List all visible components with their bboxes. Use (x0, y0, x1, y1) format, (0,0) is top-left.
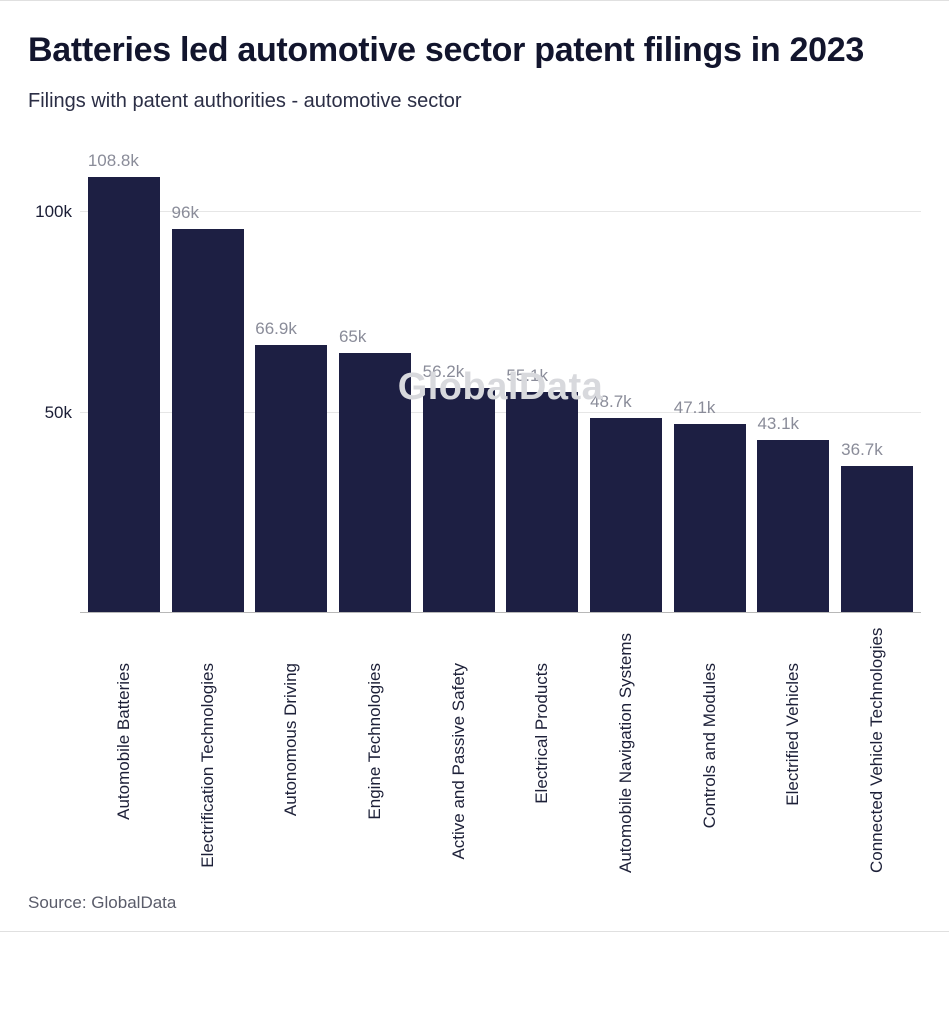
bar-column: 43.1k (757, 153, 831, 613)
y-axis: 50k 100k (28, 153, 80, 613)
bar-column: 96k (171, 153, 245, 613)
x-label-column: Controls and Modules (673, 653, 747, 863)
bar-column: 48.7k (589, 153, 663, 613)
bar (674, 424, 746, 612)
x-axis-label: Engine Technologies (365, 663, 385, 873)
x-axis-label: Electrification Technologies (198, 663, 218, 873)
x-label-column: Active and Passive Safety (422, 653, 496, 863)
bar-column: 66.9k (254, 153, 328, 613)
x-label-column: Electrical Products (506, 653, 580, 863)
bar-value-label: 96k (172, 203, 199, 223)
bar-value-label: 36.7k (841, 440, 883, 460)
bar (423, 388, 495, 613)
x-label-column: Autonomous Driving (254, 653, 328, 863)
bar (339, 353, 411, 613)
x-label-column: Electrified Vehicles (757, 653, 831, 863)
bar-column: 47.1k (673, 153, 747, 613)
x-label-column: Connected Vehicle Technologies (840, 653, 914, 863)
bar-column: 55.1k (506, 153, 580, 613)
x-label-column: Automobile Batteries (87, 653, 161, 863)
bar-value-label: 108.8k (88, 151, 139, 171)
bar-column: 108.8k (87, 153, 161, 613)
x-axis-baseline (80, 612, 921, 613)
bar-value-label: 47.1k (674, 398, 716, 418)
y-tick-100: 100k (35, 202, 72, 222)
x-axis-label: Autonomous Driving (281, 663, 301, 873)
bar-value-label: 48.7k (590, 392, 632, 412)
bar (841, 466, 913, 613)
x-axis-label: Electrified Vehicles (783, 663, 803, 873)
x-axis-labels: Automobile BatteriesElectrification Tech… (80, 653, 921, 863)
plot-area: 50k 100k GlobalData 108.8k96k66.9k65k56.… (80, 153, 921, 613)
bar-value-label: 43.1k (757, 414, 799, 434)
x-axis-label: Controls and Modules (700, 663, 720, 873)
x-axis-label: Connected Vehicle Technologies (867, 663, 887, 873)
chart-title: Batteries led automotive sector patent f… (28, 29, 921, 72)
y-tick-50: 50k (45, 403, 72, 423)
bar (255, 345, 327, 613)
bar-value-label: 66.9k (255, 319, 297, 339)
bar (172, 229, 244, 613)
bar-value-label: 55.1k (506, 366, 548, 386)
bar-column: 36.7k (840, 153, 914, 613)
source-text: Source: GlobalData (28, 893, 921, 913)
bar-value-label: 56.2k (423, 362, 465, 382)
chart-container: Batteries led automotive sector patent f… (0, 0, 949, 932)
x-axis-label: Electrical Products (532, 663, 552, 873)
x-axis-label: Active and Passive Safety (449, 663, 469, 873)
chart-subtitle: Filings with patent authorities - automo… (28, 90, 921, 113)
bar (88, 177, 160, 612)
bar-column: 65k (338, 153, 412, 613)
x-axis-label: Automobile Batteries (114, 663, 134, 873)
x-label-column: Engine Technologies (338, 653, 412, 863)
bar (506, 392, 578, 612)
bar-value-label: 65k (339, 327, 366, 347)
bar-column: 56.2k (422, 153, 496, 613)
x-label-column: Electrification Technologies (171, 653, 245, 863)
chart-area: 50k 100k GlobalData 108.8k96k66.9k65k56.… (80, 153, 921, 873)
bar (590, 418, 662, 613)
bars-group: 108.8k 96k 66.9k 65k 56.2k 55.1k 48.7k 47.1k 43.… (80, 153, 921, 613)
bar (757, 440, 829, 612)
x-axis-label: Automobile Navigation Systems (616, 663, 636, 873)
x-label-column: Automobile Navigation Systems (589, 653, 663, 863)
